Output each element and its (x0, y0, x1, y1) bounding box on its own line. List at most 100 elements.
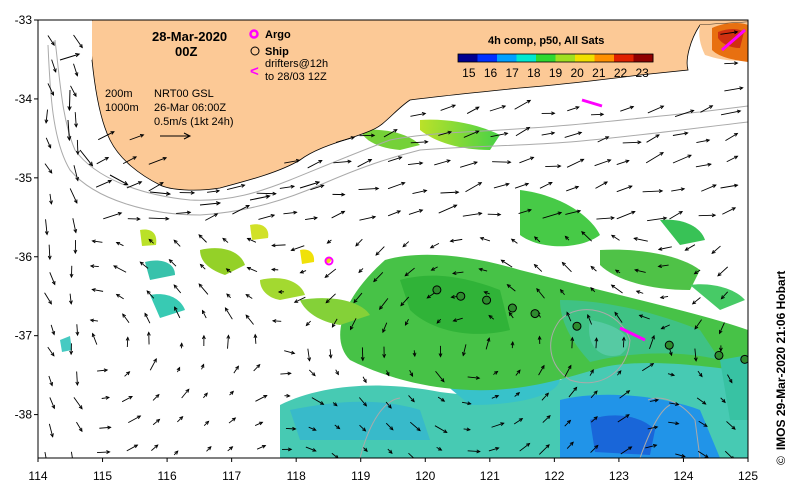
current-arrow (290, 245, 305, 252)
current-arrow (587, 314, 593, 325)
current-arrow (436, 446, 443, 451)
current-arrow (660, 324, 670, 330)
current-arrow (227, 446, 234, 452)
current-arrow (492, 160, 512, 165)
current-arrow (538, 364, 545, 376)
current-arrow (205, 213, 219, 221)
ship-legend-label: Ship (265, 46, 289, 58)
current-arrow (97, 450, 111, 454)
drifter-track (581, 98, 603, 108)
current-arrow (483, 291, 490, 295)
current-arrow (566, 441, 574, 449)
current-arrow (385, 401, 392, 409)
current-arrow (694, 319, 702, 330)
current-arrow (226, 184, 246, 191)
current-arrow (467, 375, 481, 380)
current-arrow (98, 131, 115, 141)
current-arrow (460, 161, 478, 168)
current-arrow (506, 284, 516, 292)
map-date: 28-Mar-2020 (152, 29, 227, 44)
current-arrow (256, 445, 267, 450)
lon-tick-label: 121 (480, 469, 500, 483)
colorbar-swatch (575, 54, 595, 62)
current-arrow (226, 293, 231, 299)
current-arrow (541, 111, 556, 116)
current-arrow (109, 174, 129, 186)
current-arrow (437, 396, 446, 402)
current-arrows (44, 30, 744, 458)
current-arrow (596, 216, 615, 220)
current-arrow (408, 395, 415, 403)
current-arrow (722, 207, 737, 215)
current-arrow (718, 345, 723, 353)
current-arrow (121, 395, 133, 403)
argo-legend-label: Argo (265, 29, 291, 41)
current-arrow (277, 289, 285, 294)
current-arrow (69, 265, 74, 279)
current-arrow (675, 453, 686, 458)
current-arrow (91, 332, 98, 345)
current-arrow (725, 132, 739, 142)
colorbar-tick-label: 20 (570, 66, 584, 80)
ship-marker (530, 309, 540, 319)
current-arrow (363, 447, 368, 452)
current-arrow (73, 165, 79, 182)
current-arrow (645, 152, 664, 164)
current-arrow (253, 363, 261, 372)
current-arrow (148, 182, 164, 192)
current-arrow (129, 134, 145, 141)
lon-tick-label: 118 (287, 469, 306, 483)
current-arrow (305, 216, 318, 221)
current-arrow (724, 61, 739, 66)
current-arrow (173, 239, 181, 247)
current-arrow (440, 190, 460, 195)
current-arrow (491, 394, 500, 399)
colorbar-swatch (458, 54, 478, 62)
current-arrow (258, 214, 276, 220)
current-arrow (79, 149, 94, 167)
current-arrow (249, 194, 271, 201)
current-arrow (684, 244, 696, 251)
longitude-axis: 114 115 116 117 118 119 120 121 122 123 124 125 (28, 458, 758, 483)
current-arrow (201, 309, 207, 319)
current-arrow (122, 156, 138, 165)
current-arrow (642, 189, 664, 193)
current-arrow (610, 234, 620, 241)
ship-marker (507, 303, 517, 313)
current-arrow (358, 268, 364, 274)
current-arrow (308, 369, 316, 377)
current-arrow (614, 269, 621, 274)
current-arrow (308, 426, 317, 431)
current-arrow (720, 291, 729, 300)
current-arrow (493, 370, 499, 375)
lon-tick-label: 119 (351, 469, 370, 483)
current-arrow (466, 106, 480, 114)
current-arrow (225, 268, 232, 273)
current-arrow (229, 390, 235, 396)
current-arrow (452, 271, 464, 275)
current-arrow (695, 162, 712, 168)
current-arrow (564, 131, 583, 138)
current-arrow (597, 136, 610, 143)
current-arrow (357, 159, 373, 168)
current-arrow (382, 346, 387, 359)
current-arrow (49, 397, 56, 410)
lon-tick-label: 115 (93, 469, 112, 483)
current-arrow (436, 318, 442, 324)
current-arrow (179, 342, 184, 349)
current-arrow (206, 446, 212, 452)
current-arrow (224, 307, 233, 320)
current-arrow (657, 246, 672, 251)
current-arrow (222, 237, 229, 243)
current-arrow (101, 395, 111, 400)
lat-tick-label: -34 (15, 92, 33, 106)
legend: Argo Ship < drifters@12h to 28/03 12Z (249, 29, 328, 83)
source-line3: 0.5m/s (1kt 24h) (154, 116, 233, 128)
current-arrow (537, 335, 542, 344)
current-arrow (462, 211, 483, 217)
colorbar-tick-label: 16 (484, 66, 498, 80)
current-arrow (246, 237, 257, 243)
current-arrow (565, 209, 582, 215)
current-arrow (485, 337, 491, 350)
current-arrow (76, 421, 83, 433)
